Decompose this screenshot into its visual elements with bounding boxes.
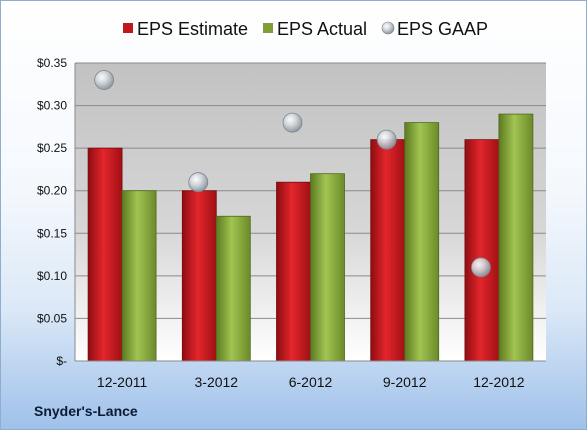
marker-eps-gaap bbox=[376, 129, 397, 150]
y-tick-label: $0.10 bbox=[37, 269, 67, 283]
marker-eps-gaap bbox=[188, 172, 209, 193]
bar-eps-actual bbox=[404, 122, 440, 362]
bar-eps-actual bbox=[215, 215, 251, 362]
marker-eps-gaap bbox=[470, 257, 491, 278]
y-tick-label: $- bbox=[56, 354, 67, 368]
company-label: Snyder's-Lance bbox=[34, 403, 138, 419]
legend-eps-actual-swatch bbox=[263, 23, 273, 33]
x-tick-label: 9-2012 bbox=[383, 374, 427, 390]
x-tick-label: 6-2012 bbox=[289, 374, 333, 390]
bar-eps-estimate bbox=[276, 181, 311, 362]
bar-eps-actual bbox=[121, 190, 157, 362]
bar-eps-actual bbox=[310, 173, 345, 362]
y-tick-label: $0.05 bbox=[37, 311, 67, 325]
legend-eps-gaap-swatch bbox=[381, 21, 395, 35]
y-tick-label: $0.35 bbox=[37, 56, 67, 70]
bar-eps-estimate bbox=[181, 190, 217, 362]
bar-eps-estimate bbox=[370, 139, 406, 362]
x-tick-label: 12-2011 bbox=[97, 374, 148, 390]
x-tick-label: 12-2012 bbox=[473, 374, 525, 390]
marker-eps-gaap bbox=[94, 70, 114, 90]
marker-eps-gaap bbox=[282, 112, 303, 133]
bar-eps-actual bbox=[498, 113, 534, 362]
y-tick-label: $0.30 bbox=[37, 99, 67, 113]
y-tick-label: $0.20 bbox=[37, 184, 67, 198]
legend-eps-gaap-label: EPS GAAP bbox=[397, 19, 488, 39]
legend-eps-actual-label: EPS Actual bbox=[277, 19, 367, 39]
bar-eps-estimate bbox=[87, 147, 123, 362]
x-tick-label: 3-2012 bbox=[195, 374, 239, 390]
legend-eps-estimate-label: EPS Estimate bbox=[137, 19, 248, 39]
bar-eps-estimate bbox=[464, 139, 500, 362]
y-tick-label: $0.15 bbox=[37, 226, 67, 240]
y-tick-label: $0.25 bbox=[37, 141, 67, 155]
legend-eps-estimate-swatch bbox=[123, 23, 133, 33]
